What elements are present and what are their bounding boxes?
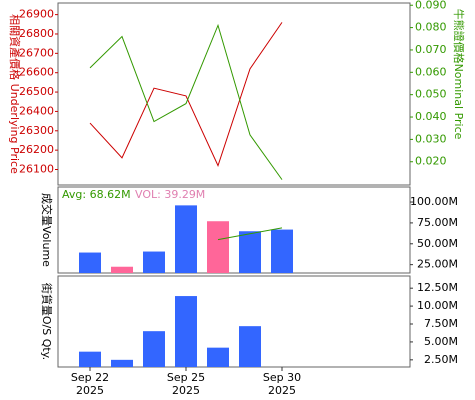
bar [207, 221, 229, 273]
y-tick-label: 5.00M [424, 335, 458, 348]
bar [111, 359, 133, 367]
x-tick-year: 2025 [268, 384, 296, 397]
y2-tick-label: 0.040 [415, 110, 447, 123]
avg-label: Avg: 68.62M [62, 188, 131, 201]
y2-tick-label: 0.020 [415, 155, 447, 168]
bar [207, 347, 229, 367]
y-tick-label: 26500 [19, 85, 54, 98]
y-tick-label: 26700 [19, 46, 54, 59]
panel-frame [57, 186, 411, 274]
y-tick-label: 26200 [19, 143, 54, 156]
average-line [217, 227, 283, 241]
bar [143, 331, 165, 367]
y-tick-label: 12.50M [417, 281, 458, 294]
bar [79, 351, 101, 367]
bar [239, 326, 261, 367]
y-tick-label: 26800 [19, 27, 54, 40]
y-axis-label: 相關資產價格 Underlying Price [8, 14, 22, 174]
series-line [89, 22, 283, 168]
y2-tick-label: 0.090 [415, 0, 447, 11]
y-tick-label: 26300 [19, 124, 54, 137]
panel-frame [57, 2, 411, 186]
y2-tick-label: 0.030 [415, 132, 447, 145]
y2-tick-label: 0.060 [415, 65, 447, 78]
x-tick-year: 2025 [76, 384, 104, 397]
y-tick-label: 26100 [19, 163, 54, 176]
y-tick-label: 7.50M [424, 317, 458, 330]
y-tick-label: 10.00M [417, 299, 458, 312]
bar [79, 252, 101, 273]
panel-frame [57, 275, 411, 368]
bar [239, 231, 261, 273]
y2-tick-label: 0.080 [415, 21, 447, 34]
y-tick-label: 75.00M [417, 216, 458, 229]
x-tick-year: 2025 [172, 384, 200, 397]
x-tick-label: Sep 30 [263, 371, 301, 384]
bar [271, 229, 293, 273]
bar [175, 205, 197, 273]
y2-axis-label: 牛熊證價格Nominal Price [452, 9, 466, 140]
y-axis-label: 街貨量O/S Qty. [40, 283, 54, 360]
series-line [89, 23, 283, 180]
y-axis-label: 成交量Volume [40, 193, 54, 267]
y-tick-label: 26900 [19, 8, 54, 21]
bar [111, 266, 133, 273]
y2-tick-label: 0.070 [415, 43, 447, 56]
y-tick-label: 26600 [19, 66, 54, 79]
x-tick-label: Sep 22 [71, 371, 109, 384]
y2-tick-label: 0.050 [415, 88, 447, 101]
y-tick-label: 26400 [19, 104, 54, 117]
y-tick-label: 25.00M [417, 258, 458, 271]
y-tick-label: 100.00M [410, 195, 458, 208]
bar [175, 296, 197, 367]
bar [143, 251, 165, 273]
x-tick-label: Sep 25 [167, 371, 205, 384]
y-tick-label: 2.50M [424, 353, 458, 366]
y-tick-label: 50.00M [417, 237, 458, 250]
vol-label: VOL: 39.29M [135, 188, 205, 201]
